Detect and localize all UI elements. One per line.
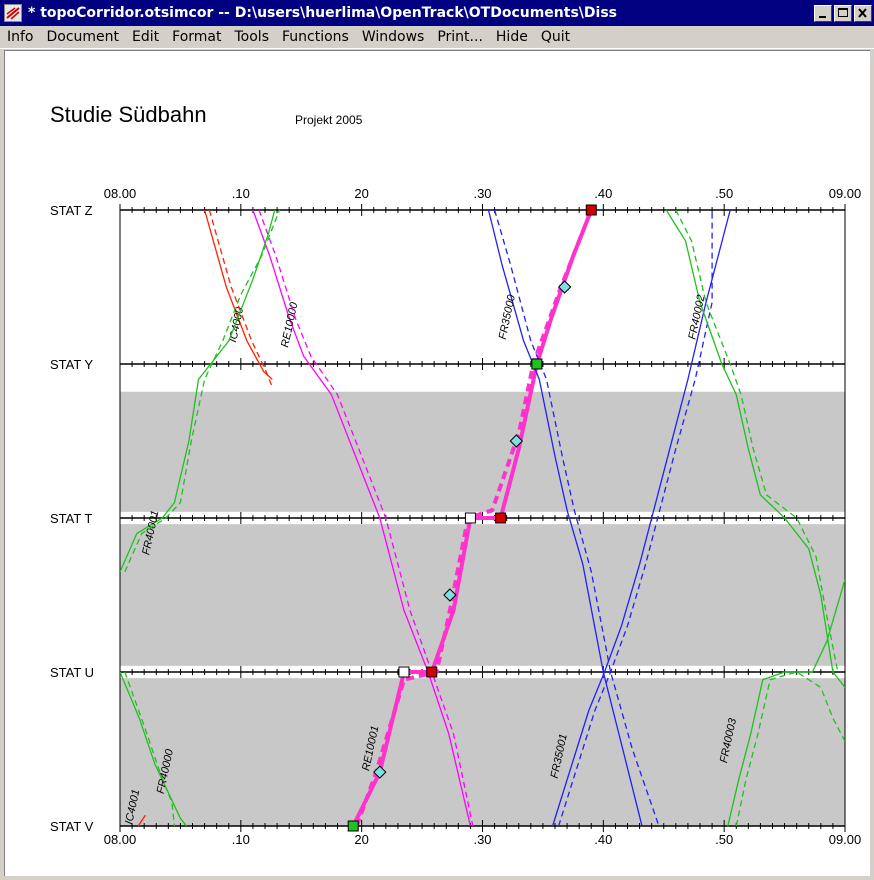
close-icon[interactable] bbox=[854, 4, 872, 22]
station-marker-5 bbox=[426, 666, 438, 678]
menu-edit[interactable]: Edit bbox=[132, 29, 160, 45]
x-tick-label-top: 09.00 bbox=[829, 186, 862, 201]
station-label: STAT Y bbox=[50, 357, 93, 372]
menu-format[interactable]: Format bbox=[172, 29, 222, 45]
x-tick-label-top: 08.00 bbox=[104, 186, 137, 201]
train-path-fr35000d bbox=[493, 209, 660, 827]
train-path-ic4000b bbox=[208, 209, 273, 388]
menu-bar: Info Document Edit Format Tools Function… bbox=[0, 26, 874, 49]
x-tick-label-top: .40 bbox=[594, 186, 612, 201]
midpoint-marker-10 bbox=[373, 765, 387, 779]
midpoint-marker-7 bbox=[557, 280, 572, 294]
menu-functions[interactable]: Functions bbox=[282, 29, 349, 45]
train-path-fr40003d bbox=[735, 671, 845, 827]
shaded-section-1 bbox=[120, 524, 845, 666]
window-title: * topoCorridor.otsimcor -- D:\users\huer… bbox=[28, 5, 617, 21]
menu-windows[interactable]: Windows bbox=[361, 29, 425, 45]
maximize-icon[interactable] bbox=[834, 4, 852, 22]
station-marker-3 bbox=[495, 512, 507, 524]
train-path-fr40003 bbox=[727, 579, 845, 827]
x-tick-label-top: 20 bbox=[354, 186, 368, 201]
station-label: STAT U bbox=[50, 665, 94, 680]
train-path-fr40001d bbox=[124, 209, 281, 573]
train-path-re10000 bbox=[252, 209, 472, 827]
opentrack-app-icon[interactable] bbox=[4, 4, 22, 22]
station-marker-2 bbox=[464, 512, 476, 524]
train-path-fr35000 bbox=[487, 209, 643, 827]
train-path-fr40002d bbox=[675, 209, 839, 673]
shaded-section-0 bbox=[120, 391, 845, 512]
menu-quit[interactable]: Quit bbox=[540, 29, 571, 45]
station-marker-1 bbox=[531, 358, 543, 370]
train-path-ic4001 bbox=[137, 814, 146, 827]
menu-document[interactable]: Document bbox=[46, 29, 120, 45]
x-tick-label-bottom: 08.00 bbox=[104, 832, 137, 847]
title-bar[interactable]: * topoCorridor.otsimcor -- D:\users\huer… bbox=[0, 0, 874, 26]
document-subtitle: Projekt 2005 bbox=[295, 113, 363, 127]
x-tick-label-top: .30 bbox=[473, 186, 491, 201]
menu-hide[interactable]: Hide bbox=[495, 29, 528, 45]
shaded-section-2 bbox=[120, 678, 845, 826]
midpoint-marker-8 bbox=[509, 434, 524, 448]
x-tick-label-bottom: .40 bbox=[594, 832, 612, 847]
x-tick-label-bottom: .10 bbox=[232, 832, 250, 847]
x-tick-label-bottom: .50 bbox=[715, 832, 733, 847]
station-label: STAT Z bbox=[50, 203, 93, 218]
menu-print[interactable]: Print... bbox=[437, 29, 483, 45]
train-path-re10000d bbox=[258, 209, 474, 827]
menu-info[interactable]: Info bbox=[7, 29, 34, 45]
x-tick-label-top: .50 bbox=[715, 186, 733, 201]
train-path-fr40002 bbox=[665, 209, 845, 688]
station-label: STAT V bbox=[50, 819, 94, 834]
x-tick-label-top: .10 bbox=[232, 186, 250, 201]
train-path-fr35001 bbox=[551, 209, 731, 827]
station-label: STAT T bbox=[50, 511, 92, 526]
station-marker-6 bbox=[347, 820, 359, 832]
x-tick-label-bottom: .30 bbox=[473, 832, 491, 847]
station-marker-0 bbox=[585, 204, 597, 216]
midpoint-marker-9 bbox=[443, 588, 457, 602]
train-path-fr35001d bbox=[557, 210, 713, 827]
minimize-icon[interactable] bbox=[814, 4, 832, 22]
document-title: Studie Südbahn bbox=[50, 102, 207, 127]
x-tick-label-bottom: 09.00 bbox=[829, 832, 862, 847]
train-path-fr40001 bbox=[120, 209, 276, 573]
station-marker-4 bbox=[398, 666, 410, 678]
x-tick-label-bottom: 20 bbox=[354, 832, 368, 847]
menu-tools[interactable]: Tools bbox=[234, 29, 270, 45]
